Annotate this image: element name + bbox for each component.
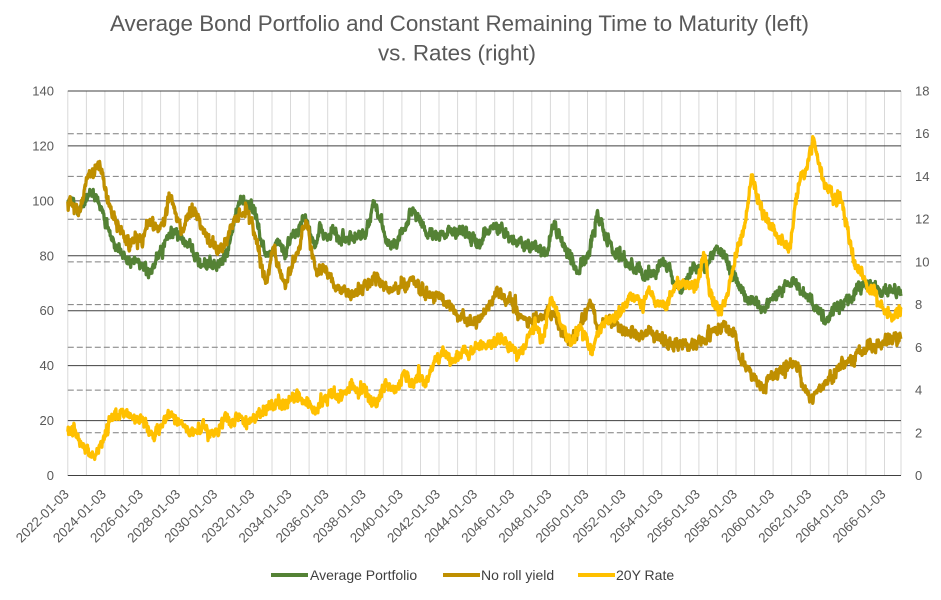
svg-text:vs. Rates (right): vs. Rates (right) bbox=[378, 41, 536, 66]
svg-text:10: 10 bbox=[915, 254, 929, 269]
svg-text:14: 14 bbox=[915, 169, 929, 184]
svg-text:40: 40 bbox=[40, 358, 54, 373]
svg-text:20Y Rate: 20Y Rate bbox=[616, 567, 674, 583]
svg-text:16: 16 bbox=[915, 126, 929, 141]
svg-text:0: 0 bbox=[47, 468, 54, 483]
svg-text:8: 8 bbox=[915, 297, 922, 312]
svg-text:0: 0 bbox=[915, 468, 922, 483]
svg-text:80: 80 bbox=[40, 248, 54, 263]
svg-text:Average Portfolio: Average Portfolio bbox=[310, 567, 417, 583]
svg-text:100: 100 bbox=[32, 193, 54, 208]
svg-text:No roll yield: No roll yield bbox=[481, 567, 554, 583]
svg-text:18: 18 bbox=[915, 84, 929, 99]
svg-text:12: 12 bbox=[915, 212, 929, 227]
svg-text:Average Bond Portfolio and Con: Average Bond Portfolio and Constant Rema… bbox=[110, 11, 809, 36]
svg-text:140: 140 bbox=[32, 84, 54, 99]
svg-text:120: 120 bbox=[32, 138, 54, 153]
svg-text:20: 20 bbox=[40, 413, 54, 428]
svg-text:6: 6 bbox=[915, 340, 922, 355]
svg-text:4: 4 bbox=[915, 383, 922, 398]
svg-text:2: 2 bbox=[915, 425, 922, 440]
svg-text:60: 60 bbox=[40, 303, 54, 318]
